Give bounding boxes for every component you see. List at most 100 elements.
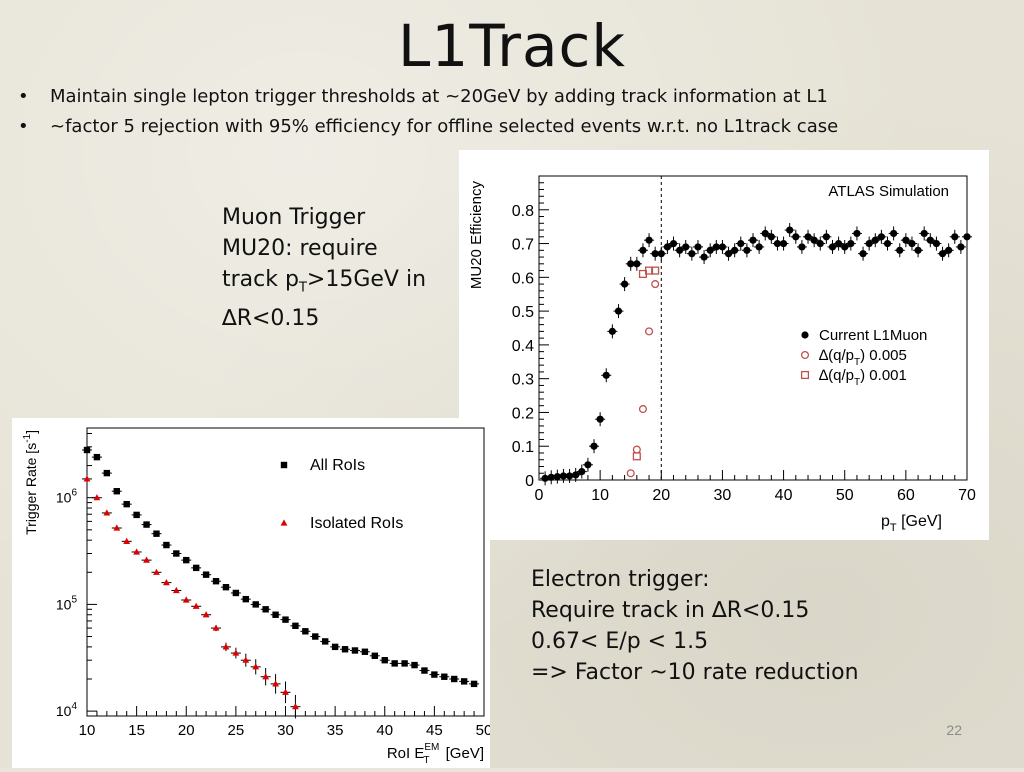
data-point: [401, 660, 408, 667]
data-point: [632, 452, 641, 461]
data-point: [614, 307, 623, 315]
y-tick-label: 104: [56, 701, 78, 719]
y-tick-label: 0.4: [512, 338, 534, 355]
y-tick-label: 0: [525, 473, 534, 490]
data-point: [232, 649, 240, 656]
data-point: [143, 521, 150, 528]
data-series-1: [626, 280, 660, 478]
data-point: [792, 233, 800, 241]
muon-note-subscript: T: [298, 280, 307, 296]
data-point: [767, 233, 775, 241]
x-tick-label: 30: [277, 722, 294, 739]
data-point: [908, 239, 916, 248]
data-point: [451, 675, 458, 683]
data-point: [700, 253, 708, 261]
data-point: [706, 246, 714, 254]
data-point: [173, 550, 180, 557]
data-point: [262, 673, 270, 680]
data-point: [669, 239, 678, 248]
data-point: [391, 660, 398, 667]
muon-note-line: Muon Trigger: [222, 205, 366, 230]
y-axis-label-suffix: ]: [23, 430, 39, 434]
data-point: [632, 445, 641, 454]
data-point: [798, 243, 806, 251]
data-point: [737, 239, 745, 248]
data-point: [773, 239, 782, 248]
legend-marker: [800, 350, 810, 360]
x-tick-label: 60: [897, 487, 915, 504]
data-point: [645, 266, 654, 275]
data-point: [93, 494, 101, 501]
data-point: [914, 246, 922, 254]
data-point: [638, 405, 647, 414]
data-point: [602, 371, 610, 379]
legend-marker: [280, 519, 288, 526]
data-point: [883, 239, 892, 248]
data-point: [676, 246, 684, 254]
bullet-text: ~factor 5 rejection with 95% efficiency …: [50, 116, 839, 137]
x-tick-label: 40: [376, 722, 393, 739]
legend-label-sub: T: [854, 357, 860, 368]
data-point: [559, 472, 568, 480]
data-series-0: [82, 446, 480, 688]
data-point: [252, 663, 260, 670]
data-point: [172, 586, 180, 594]
data-point: [302, 628, 309, 635]
legend-label-suffix: ) 0.001: [860, 367, 907, 384]
data-point: [143, 556, 150, 563]
x-tick-label: 35: [327, 722, 344, 739]
data-point: [761, 229, 769, 238]
x-tick-label: 0: [535, 487, 544, 504]
bullet-text: Maintain single lepton trigger threshold…: [50, 86, 828, 107]
x-tick-label: 30: [714, 487, 732, 504]
data-point: [113, 488, 120, 495]
data-point: [232, 589, 240, 597]
data-point: [779, 239, 788, 248]
data-point: [322, 638, 329, 645]
electron-note-line: Require track in ∆R<0.15: [531, 598, 810, 623]
data-point: [83, 475, 91, 482]
data-point: [651, 280, 660, 289]
data-point: [663, 243, 671, 251]
y-tick-label: 0.8: [512, 203, 534, 220]
muon-note-line: track pT>15GeV in: [222, 264, 452, 303]
legend-marker: [800, 370, 810, 380]
data-point: [932, 239, 941, 248]
data-point: [282, 688, 289, 695]
data-point: [312, 633, 319, 640]
data-point: [938, 250, 947, 258]
data-point: [963, 233, 971, 241]
legend-label: Isolated RoIs: [310, 515, 403, 532]
data-point: [103, 509, 111, 516]
data-point: [731, 246, 739, 254]
data-point: [431, 671, 438, 678]
data-point: [578, 467, 586, 476]
x-tick-label: 15: [128, 722, 145, 739]
bullet-marker: •: [18, 86, 29, 107]
data-point: [633, 260, 641, 268]
data-point: [182, 596, 190, 603]
data-point: [113, 524, 121, 531]
slide-title: L1Track: [398, 12, 626, 80]
data-point: [865, 239, 873, 248]
data-series-2: [632, 266, 660, 461]
data-point: [847, 239, 855, 248]
data-point: [381, 657, 388, 664]
x-axis-label-main: RoI E: [387, 745, 425, 762]
muon-note-line: ∆R<0.15: [222, 306, 320, 332]
y-tick-label: 0.7: [512, 237, 534, 254]
data-series-0: [540, 223, 972, 486]
data-point: [441, 673, 448, 680]
data-point: [902, 236, 910, 244]
legend-label-suffix: ) 0.005: [860, 347, 907, 364]
electron-note-line: Electron trigger:: [531, 567, 710, 592]
data-point: [292, 703, 299, 710]
x-tick-label: 25: [228, 722, 245, 739]
data-point: [153, 568, 160, 575]
data-point: [890, 229, 898, 238]
data-point: [835, 239, 843, 248]
y-axis-label-sup: -1: [22, 433, 33, 442]
data-point: [786, 226, 794, 234]
x-axis-label-sub: T: [423, 755, 429, 766]
data-point: [627, 260, 635, 268]
